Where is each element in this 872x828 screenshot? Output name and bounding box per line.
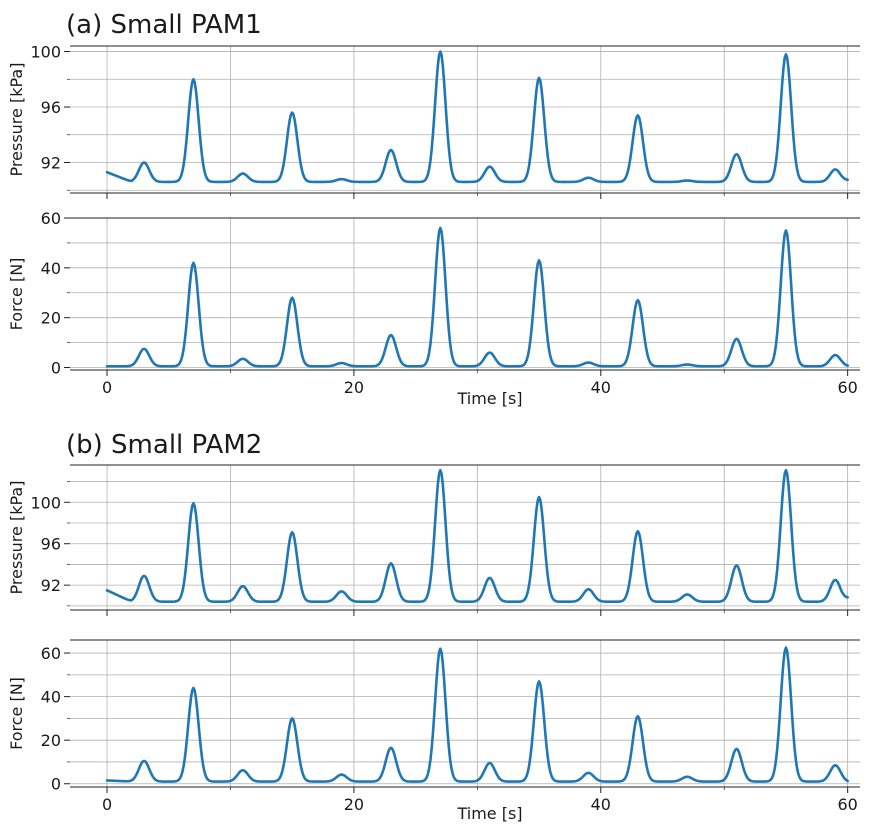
peak-point bbox=[686, 179, 688, 181]
y-tick-label: 20 bbox=[41, 731, 61, 750]
peak-point bbox=[834, 354, 836, 356]
y-axis-label: Pressure [kPa] bbox=[7, 481, 26, 595]
peak-point bbox=[143, 575, 145, 577]
peak-point bbox=[637, 530, 639, 532]
x-tick-label: 20 bbox=[344, 378, 364, 397]
x-tick-label: 0 bbox=[102, 378, 112, 397]
peak-point bbox=[242, 172, 244, 174]
series-line bbox=[105, 50, 849, 184]
peak-point bbox=[538, 259, 540, 261]
peak-point bbox=[291, 111, 293, 113]
peak-point bbox=[785, 53, 787, 55]
peak-point bbox=[439, 469, 441, 471]
y-tick-label: 92 bbox=[41, 576, 61, 595]
series-line bbox=[105, 646, 849, 783]
peak-point bbox=[439, 227, 441, 229]
peak-point bbox=[834, 764, 836, 766]
y-tick-label: 60 bbox=[41, 644, 61, 663]
peak-point bbox=[834, 579, 836, 581]
peak-point bbox=[686, 593, 688, 595]
x-axis-label: Time [s] bbox=[456, 804, 522, 823]
peak-point bbox=[390, 334, 392, 336]
y-tick-label: 20 bbox=[41, 309, 61, 328]
plot-a-force: 0 20 40 60 0 20 40 60 Force [N] Time [s] bbox=[7, 209, 860, 408]
peak-point bbox=[686, 363, 688, 365]
x-tick-label: 40 bbox=[591, 795, 611, 814]
peak-point bbox=[488, 577, 490, 579]
peak-point bbox=[439, 50, 441, 52]
peak-point bbox=[242, 769, 244, 771]
y-tick-label: 96 bbox=[41, 98, 61, 117]
peak-point bbox=[488, 165, 490, 167]
peak-point bbox=[735, 338, 737, 340]
peak-point bbox=[735, 748, 737, 750]
x-tick-label: 20 bbox=[344, 795, 364, 814]
peak-point bbox=[637, 114, 639, 116]
peak-point bbox=[192, 502, 194, 504]
peak-point bbox=[488, 762, 490, 764]
peak-point bbox=[390, 747, 392, 749]
x-tick-label: 0 bbox=[102, 795, 112, 814]
y-tick-label: 100 bbox=[30, 493, 61, 512]
peak-point bbox=[390, 562, 392, 564]
y-tick-label: 60 bbox=[41, 209, 61, 228]
peak-point bbox=[785, 646, 787, 648]
series-line bbox=[105, 468, 849, 604]
series-line bbox=[105, 226, 849, 368]
y-tick-label: 40 bbox=[41, 259, 61, 278]
y-axis-label: Force [N] bbox=[7, 677, 26, 750]
peak-point bbox=[735, 564, 737, 566]
peak-point bbox=[242, 358, 244, 360]
peak-point bbox=[785, 229, 787, 231]
x-tick-label: 40 bbox=[591, 378, 611, 397]
y-tick-label: 40 bbox=[41, 688, 61, 707]
peak-point bbox=[192, 78, 194, 80]
y-axis-label: Force [N] bbox=[7, 258, 26, 331]
x-tick-label: 60 bbox=[837, 378, 857, 397]
peak-point bbox=[340, 362, 342, 364]
x-tick-label: 60 bbox=[837, 795, 857, 814]
peak-point bbox=[785, 469, 787, 471]
peak-point bbox=[686, 776, 688, 778]
peak-point bbox=[340, 590, 342, 592]
peak-point bbox=[637, 299, 639, 301]
y-tick-label: 0 bbox=[51, 775, 61, 794]
y-axis-label: Pressure [kPa] bbox=[7, 63, 26, 177]
peak-point bbox=[291, 297, 293, 299]
peak-point bbox=[192, 262, 194, 264]
plot-b-force: 0 20 40 60 0 20 40 60 Force [N] Time [s] bbox=[7, 639, 860, 823]
peak-point bbox=[390, 149, 392, 151]
peak-point bbox=[637, 715, 639, 717]
peak-point bbox=[291, 717, 293, 719]
panel-title-b: (b) Small PAM2 bbox=[66, 430, 262, 460]
peak-point bbox=[735, 153, 737, 155]
peak-point bbox=[242, 585, 244, 587]
y-tick-label: 96 bbox=[41, 535, 61, 554]
peak-point bbox=[143, 348, 145, 350]
peak-point bbox=[587, 772, 589, 774]
peak-point bbox=[538, 77, 540, 79]
peak-point bbox=[538, 680, 540, 682]
peak-point bbox=[587, 588, 589, 590]
peak-point bbox=[834, 168, 836, 170]
panel-title-a: (a) Small PAM1 bbox=[66, 10, 262, 40]
peak-point bbox=[488, 351, 490, 353]
peak-point bbox=[143, 161, 145, 163]
peak-point bbox=[340, 178, 342, 180]
peak-point bbox=[291, 531, 293, 533]
peak-point bbox=[340, 773, 342, 775]
y-tick-label: 92 bbox=[41, 153, 61, 172]
peak-point bbox=[587, 177, 589, 179]
peak-point bbox=[192, 687, 194, 689]
peak-point bbox=[538, 496, 540, 498]
y-tick-label: 0 bbox=[51, 359, 61, 378]
peak-point bbox=[439, 648, 441, 650]
peak-point bbox=[587, 361, 589, 363]
peak-point bbox=[143, 760, 145, 762]
y-tick-label: 100 bbox=[30, 43, 61, 62]
x-axis-label: Time [s] bbox=[456, 389, 522, 408]
